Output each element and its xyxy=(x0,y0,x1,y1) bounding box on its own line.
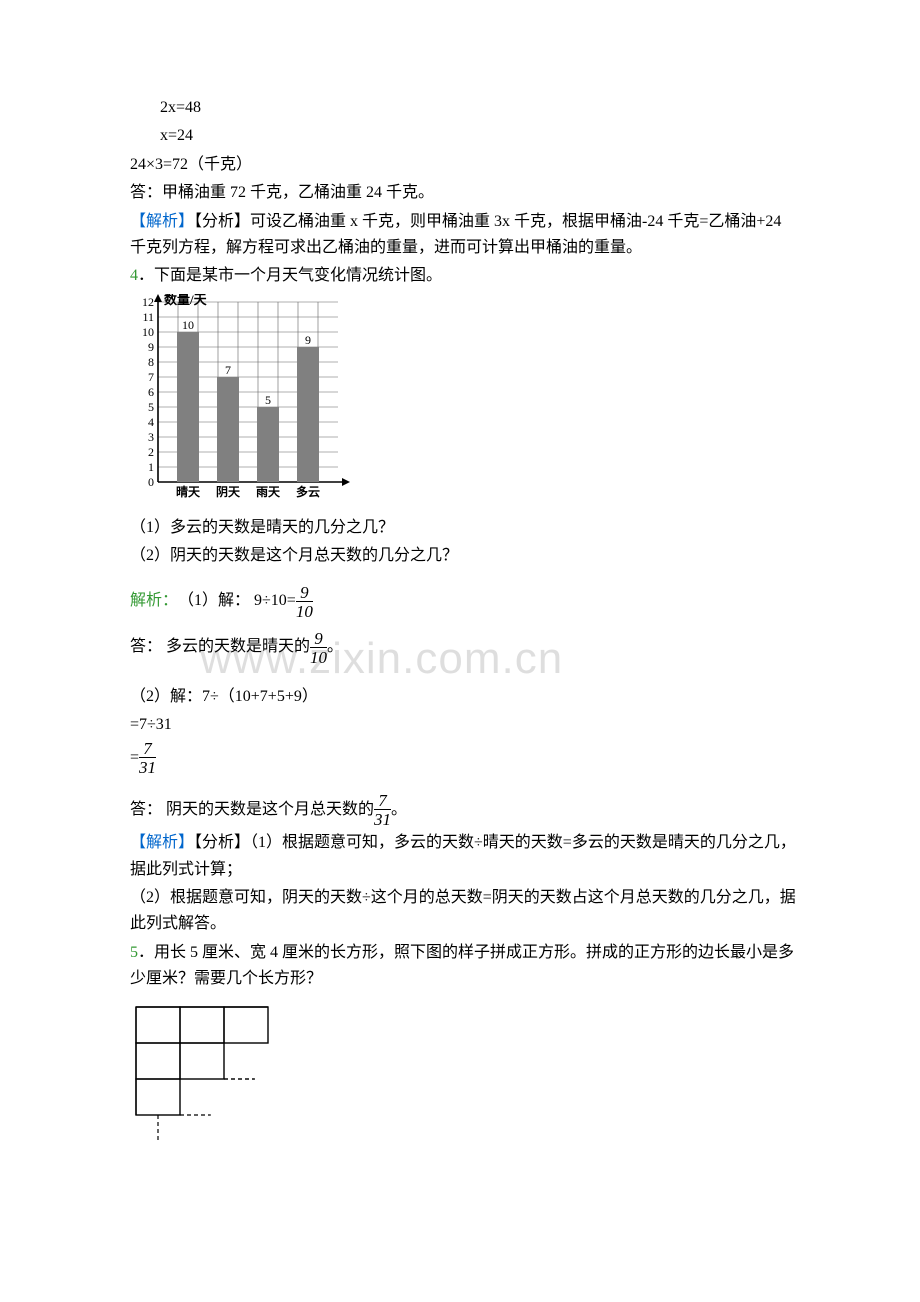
sub-question: （2）阴天的天数是这个月总天数的几分之几？ xyxy=(130,543,800,569)
fraction-denominator: 10 xyxy=(310,647,327,666)
analysis-line: （2）根据题意可知，阴天的天数÷这个月的总天数=阴天的天数占这个月总天数的几分之… xyxy=(130,885,800,938)
question-text: ．下面是某市一个月天气变化情况统计图。 xyxy=(138,267,442,284)
page-content: 2x=48 x=24 24×3=72（千克） 答：甲桶油重 72 千克，乙桶油重… xyxy=(130,95,800,1168)
rect-svg xyxy=(130,1003,310,1168)
svg-text:7: 7 xyxy=(225,363,231,377)
question-number: 4 xyxy=(130,267,138,284)
eq-line: x=24 xyxy=(130,123,800,149)
svg-text:8: 8 xyxy=(148,355,154,369)
question-text: ．用长 5 厘米、宽 4 厘米的长方形，照下图的样子拼成正方形。拼成的正方形的边… xyxy=(130,944,794,987)
svg-text:4: 4 xyxy=(148,415,154,429)
answer-line: 答：甲桶油重 72 千克，乙桶油重 24 千克。 xyxy=(130,180,800,206)
svg-text:雨天: 雨天 xyxy=(256,485,281,499)
svg-text:0: 0 xyxy=(148,475,154,489)
analysis-label: 【解析】 xyxy=(130,834,194,851)
fraction-7-31: 7 31 xyxy=(374,792,391,828)
solution-line: （2）解：7÷（10+7+5+9） xyxy=(130,684,800,710)
rectangle-figure xyxy=(130,1003,800,1168)
answer-text: 答： 多云的天数是晴天的 xyxy=(130,634,310,660)
solution-text: （1）解： 9÷10= xyxy=(178,588,296,614)
analysis-label: 【解析】 xyxy=(130,213,194,230)
fraction-9-10: 9 10 xyxy=(310,630,327,666)
fraction-numerator: 9 xyxy=(310,630,327,647)
calc-line: = 7 31 xyxy=(130,740,800,776)
eq-line: 2x=48 xyxy=(130,95,800,121)
calc-line: 24×3=72（千克） xyxy=(130,152,800,178)
svg-text:12: 12 xyxy=(142,295,154,309)
question-4: 4．下面是某市一个月天气变化情况统计图。 xyxy=(130,263,800,289)
analysis-text: 【分析】（1）根据题意可知，多云的天数÷晴天的天数=多云的天数是晴天的几分之几，… xyxy=(130,834,796,877)
answer-text-end: 。 xyxy=(327,634,343,660)
solution-line: 解析： （1）解： 9÷10= 9 10 xyxy=(130,584,800,620)
svg-text:数量/天: 数量/天 xyxy=(164,294,208,307)
svg-text:9: 9 xyxy=(148,340,154,354)
equals: = xyxy=(130,745,139,771)
analysis-text: 【分析】可设乙桶油重 x 千克，则甲桶油重 3x 千克，根据甲桶油-24 千克=… xyxy=(130,213,781,256)
answer-line: 答： 多云的天数是晴天的 9 10 。 xyxy=(130,630,800,666)
fraction-numerator: 7 xyxy=(139,740,156,757)
svg-text:3: 3 xyxy=(148,430,154,444)
analysis-line: 【解析】【分析】可设乙桶油重 x 千克，则甲桶油重 3x 千克，根据甲桶油-24… xyxy=(130,209,800,262)
answer-text: 答： 阴天的天数是这个月总天数的 xyxy=(130,797,374,823)
fraction-numerator: 7 xyxy=(374,792,391,809)
svg-text:11: 11 xyxy=(142,310,154,324)
svg-text:1: 1 xyxy=(148,460,154,474)
svg-text:7: 7 xyxy=(148,370,154,384)
fraction-7-31: 7 31 xyxy=(139,740,156,776)
chart-svg: 0123456789101112数量/天10晴天7阴天5雨天9多云 xyxy=(130,294,350,509)
calc-line: =7÷31 xyxy=(130,712,800,738)
question-5: 5．用长 5 厘米、宽 4 厘米的长方形，照下图的样子拼成正方形。拼成的正方形的… xyxy=(130,940,800,993)
svg-text:9: 9 xyxy=(305,333,311,347)
solution-label: 解析： xyxy=(130,588,178,614)
sub-question: （1）多云的天数是晴天的几分之几？ xyxy=(130,515,800,541)
fraction-denominator: 31 xyxy=(374,809,391,828)
fraction-9-10: 9 10 xyxy=(296,584,313,620)
svg-text:阴天: 阴天 xyxy=(216,484,241,499)
question-number: 5 xyxy=(130,944,138,961)
answer-text-end: 。 xyxy=(391,797,407,823)
svg-text:10: 10 xyxy=(142,325,154,339)
svg-text:5: 5 xyxy=(148,400,154,414)
analysis-line: 【解析】【分析】（1）根据题意可知，多云的天数÷晴天的天数=多云的天数是晴天的几… xyxy=(130,830,800,883)
svg-text:2: 2 xyxy=(148,445,154,459)
fraction-denominator: 10 xyxy=(296,601,313,620)
svg-text:6: 6 xyxy=(148,385,154,399)
fraction-numerator: 9 xyxy=(296,584,313,601)
svg-text:10: 10 xyxy=(182,318,194,332)
svg-text:晴天: 晴天 xyxy=(176,484,201,499)
weather-bar-chart: 0123456789101112数量/天10晴天7阴天5雨天9多云 xyxy=(130,294,350,509)
svg-text:多云: 多云 xyxy=(296,484,320,499)
answer-line: 答： 阴天的天数是这个月总天数的 7 31 。 xyxy=(130,792,800,828)
fraction-denominator: 31 xyxy=(139,757,156,776)
svg-text:5: 5 xyxy=(265,393,271,407)
